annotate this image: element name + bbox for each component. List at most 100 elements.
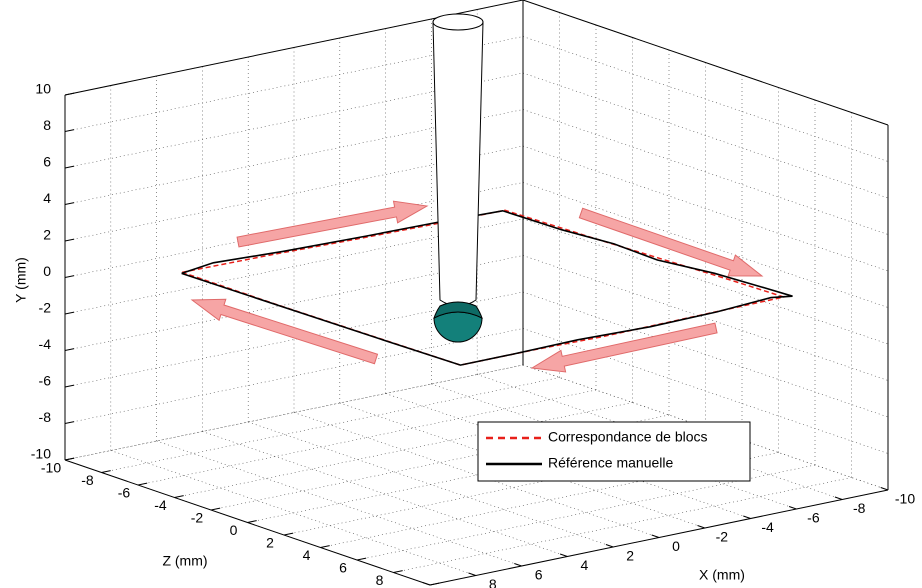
x-tick-label: -4 [761,519,774,535]
z-tick-label: 6 [339,560,347,576]
x-tick-label: -8 [853,500,866,516]
y-tick [64,348,75,351]
grid-line [522,145,889,272]
z-tick [320,545,330,548]
x-tick [697,525,705,529]
z-tick [137,482,148,486]
y-tick [64,311,75,315]
x-tick-label: 6 [535,567,543,583]
x-tick [651,534,660,538]
z-tick [429,582,440,586]
legend-label: Correspondance de blocs [548,429,708,445]
x-tick [834,496,843,500]
y-tick [64,275,75,278]
x-tick [605,544,614,548]
series-line [181,209,787,366]
grid-line [522,36,889,162]
grid-line [522,109,889,235]
x-tick-label: 4 [581,557,589,573]
arrow [530,322,718,373]
grid-layer: -10 -8 -6 -4 -2 0 2 4 6 8 10 -10 -8 -6 -4 -2 0 2 4 6 8 10 -10 -… [31,0,915,588]
z-tick-label: -6 [118,485,131,501]
decorations [190,13,764,373]
grid-line [522,72,889,199]
arrow [578,207,764,277]
z-tick-label: -8 [81,472,94,488]
z-axis-title: Z (mm) [162,553,207,569]
y-tick [64,238,75,242]
grid-line [522,255,889,381]
grid-line [156,440,522,567]
y-tick-label: 4 [43,190,51,206]
x-tick-label: 8 [489,576,497,588]
z-tick [393,570,403,573]
x-tick [559,553,568,557]
tool-top [432,13,484,31]
x-tick [880,487,889,491]
y-tick [64,129,75,132]
grid-line [393,477,852,573]
z-tick-label: -4 [154,497,167,513]
z-tick-label: 10 [408,585,424,588]
grid-line [522,328,889,454]
tool-shaft [432,21,484,307]
arrow [190,298,379,365]
y-tick [64,384,75,388]
y-tick-label: -8 [39,409,52,425]
x-tick-label: -2 [716,529,729,545]
grid-line [293,412,660,538]
series-line [181,209,793,366]
x-tick [743,515,751,519]
x-tick [514,563,522,567]
x-tick [468,572,476,576]
y-tick-label: -2 [39,300,52,316]
y-tick [64,202,75,205]
grid-line [522,291,889,418]
z-tick-label: -2 [191,510,204,526]
z-tick [174,495,184,498]
x-tick-label: 0 [672,538,680,554]
tool [432,13,484,343]
y-tick [64,92,75,96]
z-tick-label: 2 [266,535,274,551]
z-tick [210,507,221,511]
z-tick-label: 0 [230,522,238,538]
z-tick [283,532,294,536]
grid-line [522,218,889,345]
y-tick-label: 10 [35,81,51,97]
z-tick [247,520,257,523]
legend-box [477,421,751,482]
y-tick-label: -10 [31,446,51,462]
legend-label: Référence manuelle [548,455,674,471]
z-tick [101,470,111,473]
tool-ball-top [433,301,483,319]
axis-edge [522,0,889,126]
y-tick-label: -6 [39,373,52,389]
y-tick [64,165,75,169]
x-tick-label: 10 [439,586,455,588]
y-tick [64,421,75,424]
grid-line [202,431,568,557]
y-tick-label: 6 [43,154,51,170]
x-tick-label: -6 [807,510,820,526]
y-axis-title: Y (mm) [13,257,29,303]
z-tick-label: 8 [376,572,384,588]
x-tick [422,582,431,586]
z-tick-label: -10 [41,460,61,476]
y-tick-label: 0 [43,263,51,279]
y-tick-label: 2 [43,227,51,243]
tool-ball [433,311,483,343]
x-axis-title: X (mm) [699,567,745,583]
x-tick [788,506,797,510]
z-tick-label: 4 [303,547,311,563]
y-tick-label: -4 [39,336,52,352]
y-tick [64,457,75,461]
legend: Correspondance de blocs Référence manuell… [477,421,751,482]
x-tick-label: -10 [895,491,915,507]
x-tick-label: 2 [626,548,634,564]
arrow [236,200,429,248]
data-layer [181,209,793,366]
y-tick-label: 8 [43,117,51,133]
